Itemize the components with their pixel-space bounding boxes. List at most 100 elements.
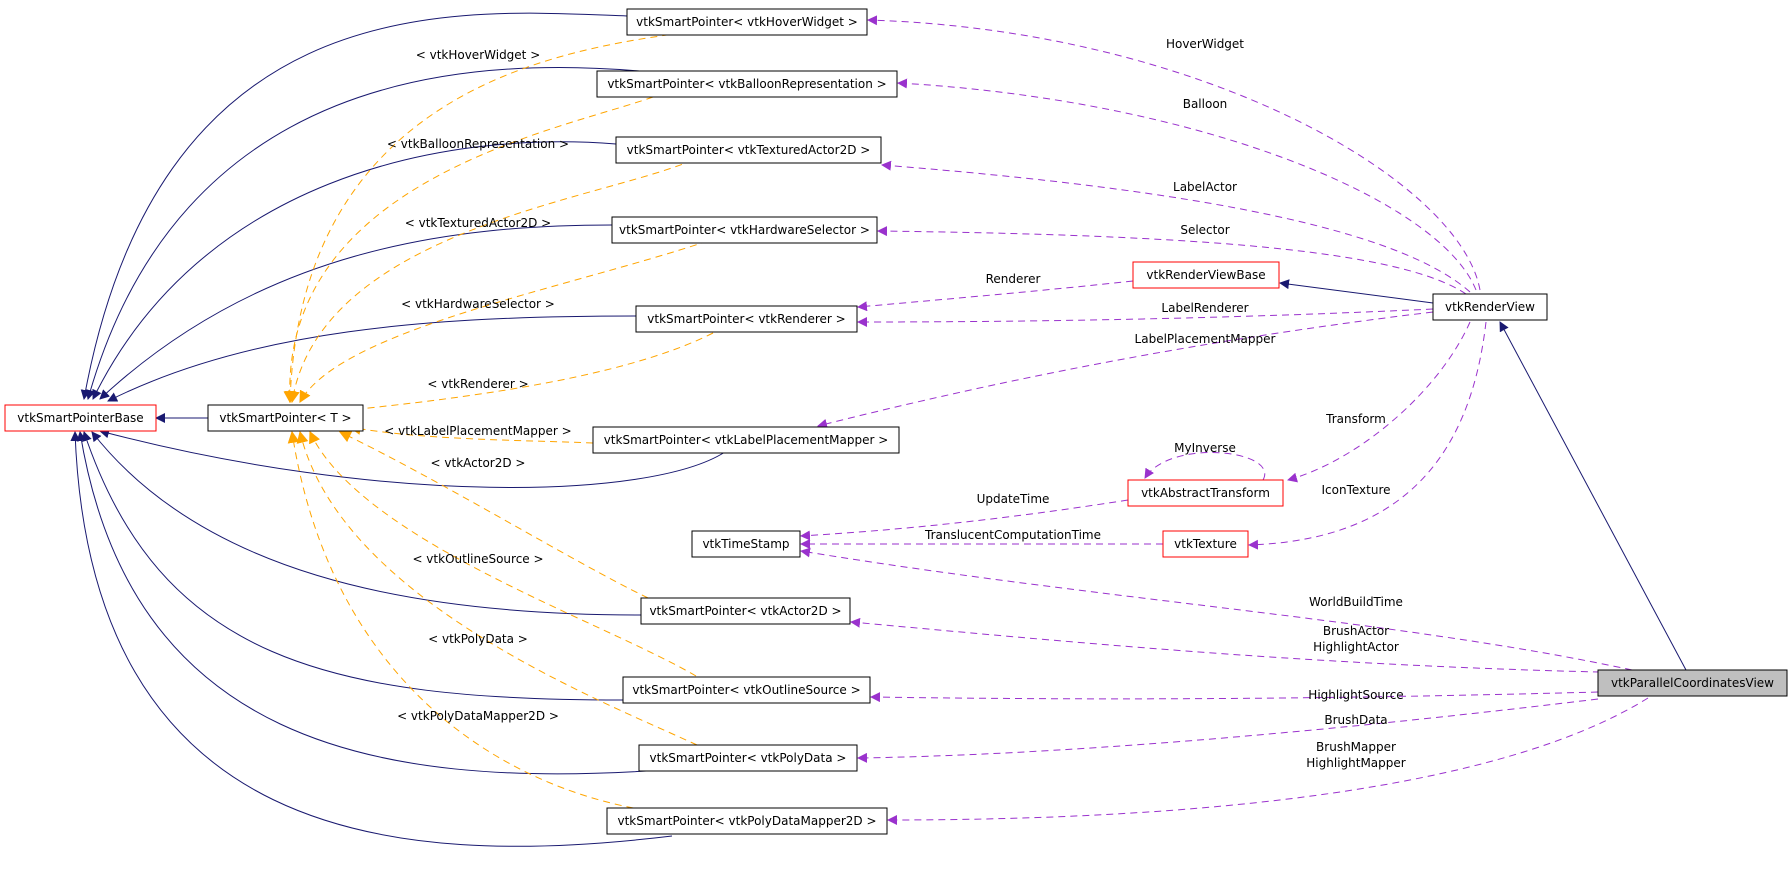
member-label-brushdata: BrushData — [1324, 713, 1387, 727]
node-label: vtkTexture — [1174, 537, 1237, 551]
edge-inherit-rvbase-rview — [1279, 279, 1434, 304]
node-label: vtkSmartPointer< vtkHoverWidget > — [636, 15, 858, 29]
edge-inherit-base-outline — [82, 431, 624, 701]
member-label-balloon: Balloon — [1183, 97, 1228, 111]
node-sp-renderer[interactable]: vtkSmartPointer< vtkRenderer > — [635, 305, 858, 333]
edge-template-balloon — [283, 96, 654, 404]
node-sp-actor2d[interactable]: vtkSmartPointer< vtkActor2D > — [640, 597, 851, 625]
template-label-actor2d: < vtkActor2D > — [431, 456, 526, 470]
member-label-renderer: Renderer — [986, 272, 1041, 286]
node-label: vtkAbstractTransform — [1141, 486, 1270, 500]
member-label-highlightmapper: HighlightMapper — [1306, 756, 1406, 770]
edge-inherit-base-polydata — [76, 431, 663, 775]
node-sp-outline-source[interactable]: vtkSmartPointer< vtkOutlineSource > — [622, 676, 871, 704]
node-vtk-render-view[interactable]: vtkRenderView — [1432, 293, 1548, 321]
member-label-tct: TranslucentComputationTime — [924, 528, 1101, 542]
node-label: vtkRenderViewBase — [1146, 268, 1265, 282]
edge-use-selector — [877, 226, 1467, 295]
node-label: vtkSmartPointer< T > — [219, 411, 351, 425]
member-label-highlightsource: HighlightSource — [1308, 688, 1403, 702]
node-sp-hardware-selector[interactable]: vtkSmartPointer< vtkHardwareSelector > — [611, 216, 878, 244]
edge-use-labelrenderer — [857, 308, 1434, 327]
node-label: vtkSmartPointer< vtkOutlineSource > — [632, 683, 860, 697]
template-label-pdm2d: < vtkPolyDataMapper2D > — [397, 709, 559, 723]
edge-template-pdm2d — [287, 430, 658, 813]
edge-template-actor2d — [338, 431, 649, 599]
member-label-brushactor: BrushActor — [1323, 624, 1389, 638]
node-vtk-texture[interactable]: vtkTexture — [1162, 530, 1249, 558]
node-label: vtkSmartPointer< vtkPolyData > — [650, 751, 847, 765]
member-label-labelactor: LabelActor — [1173, 180, 1237, 194]
edge-inherit-base-balloon — [85, 67, 651, 400]
edge-use-lpm — [817, 311, 1434, 429]
member-label-selector: Selector — [1180, 223, 1229, 237]
member-label-hoverwidget: HoverWidget — [1166, 37, 1244, 51]
node-label: vtkSmartPointerBase — [17, 411, 143, 425]
edge-inherit-base-actor2d — [91, 431, 642, 616]
member-label-worldbuild: WorldBuildTime — [1309, 595, 1403, 609]
node-vtk-smart-pointer-t[interactable]: vtkSmartPointer< T > — [207, 404, 364, 432]
member-label-icontexture: IconTexture — [1321, 483, 1390, 497]
edge-use-myinverse — [1144, 452, 1266, 481]
edge-use-transform — [1287, 321, 1471, 483]
member-label-highlightactor: HighlightActor — [1313, 640, 1399, 654]
edge-inherit-base-lpm — [99, 428, 726, 488]
node-sp-poly-data-mapper2d[interactable]: vtkSmartPointer< vtkPolyDataMapper2D > — [606, 807, 888, 835]
node-vtk-smart-pointer-base[interactable]: vtkSmartPointerBase — [4, 404, 157, 432]
edge-template-outline — [309, 430, 697, 677]
node-label: vtkTimeStamp — [702, 537, 789, 551]
node-label: vtkSmartPointer< vtkTexturedActor2D > — [627, 143, 871, 157]
template-label-outline: < vtkOutlineSource > — [412, 552, 543, 566]
node-vtk-render-view-base[interactable]: vtkRenderViewBase — [1132, 261, 1280, 289]
edge-use-highlightsource — [870, 691, 1599, 703]
edge-use-icontexture — [1248, 321, 1487, 550]
edge-inherit-base-pdm2d — [70, 431, 673, 847]
edge-template-textured — [287, 159, 694, 404]
node-label: vtkParallelCoordinatesView — [1611, 676, 1774, 690]
edge-use-hoverwidget — [867, 15, 1481, 291]
template-label-balloon: < vtkBalloonRepresentation > — [387, 137, 569, 151]
node-sp-balloon-representation[interactable]: vtkSmartPointer< vtkBalloonRepresentatio… — [596, 70, 898, 98]
template-label-hover: < vtkHoverWidget > — [416, 48, 541, 62]
node-vtk-time-stamp[interactable]: vtkTimeStamp — [691, 530, 801, 558]
edge-inherit-base-hwsel — [99, 224, 613, 400]
node-label: vtkSmartPointer< vtkLabelPlacementMapper… — [604, 433, 889, 447]
node-label: vtkSmartPointer< vtkActor2D > — [649, 604, 841, 618]
edge-use-balloon — [897, 78, 1477, 291]
member-label-brushmapper: BrushMapper — [1316, 740, 1396, 754]
node-label: vtkRenderView — [1445, 300, 1535, 314]
node-label: vtkSmartPointer< vtkRenderer > — [647, 312, 845, 326]
template-label-hwsel: < vtkHardwareSelector > — [401, 297, 555, 311]
edge-template-lpm — [348, 423, 594, 444]
edge-use-updatetime — [800, 499, 1129, 541]
template-label-polydata: < vtkPolyData > — [428, 632, 528, 646]
edge-use-worldbuild — [800, 547, 1633, 671]
template-label-textured: < vtkTexturedActor2D > — [405, 216, 552, 230]
node-label: vtkSmartPointer< vtkPolyDataMapper2D > — [617, 814, 876, 828]
edge-template-polydata — [296, 430, 698, 746]
edge-use-pdm2d — [887, 697, 1649, 825]
edge-use-actor2d — [850, 617, 1601, 673]
node-sp-label-placement-mapper[interactable]: vtkSmartPointer< vtkLabelPlacementMapper… — [592, 426, 900, 454]
member-label-transform: Transform — [1325, 412, 1386, 426]
edge-template-hwsel — [299, 240, 709, 404]
node-vtk-parallel-coordinates-view[interactable]: vtkParallelCoordinatesView — [1597, 669, 1788, 697]
edge-inherit-base-textured — [92, 141, 617, 400]
edge-template-renderer — [328, 332, 714, 417]
member-label-labelrenderer: LabelRenderer — [1161, 301, 1248, 315]
template-label-renderer: < vtkRenderer > — [427, 377, 528, 391]
edge-inherit-rview-pcv — [1499, 321, 1687, 671]
node-sp-poly-data[interactable]: vtkSmartPointer< vtkPolyData > — [638, 744, 858, 772]
template-label-lpm: < vtkLabelPlacementMapper > — [384, 424, 571, 438]
node-label: vtkSmartPointer< vtkBalloonRepresentatio… — [607, 77, 886, 91]
member-label-updatetime: UpdateTime — [977, 492, 1050, 506]
member-label-lpm: LabelPlacementMapper — [1135, 332, 1276, 346]
member-label-myinverse: MyInverse — [1174, 441, 1236, 455]
edge-use-labelactor — [881, 160, 1471, 293]
node-label: vtkSmartPointer< vtkHardwareSelector > — [619, 223, 870, 237]
node-sp-textured-actor2d[interactable]: vtkSmartPointer< vtkTexturedActor2D > — [615, 136, 882, 164]
node-sp-hover-widget[interactable]: vtkSmartPointer< vtkHoverWidget > — [626, 8, 868, 36]
node-vtk-abstract-transform[interactable]: vtkAbstractTransform — [1127, 479, 1284, 507]
edge-use-brushdata — [857, 698, 1599, 763]
